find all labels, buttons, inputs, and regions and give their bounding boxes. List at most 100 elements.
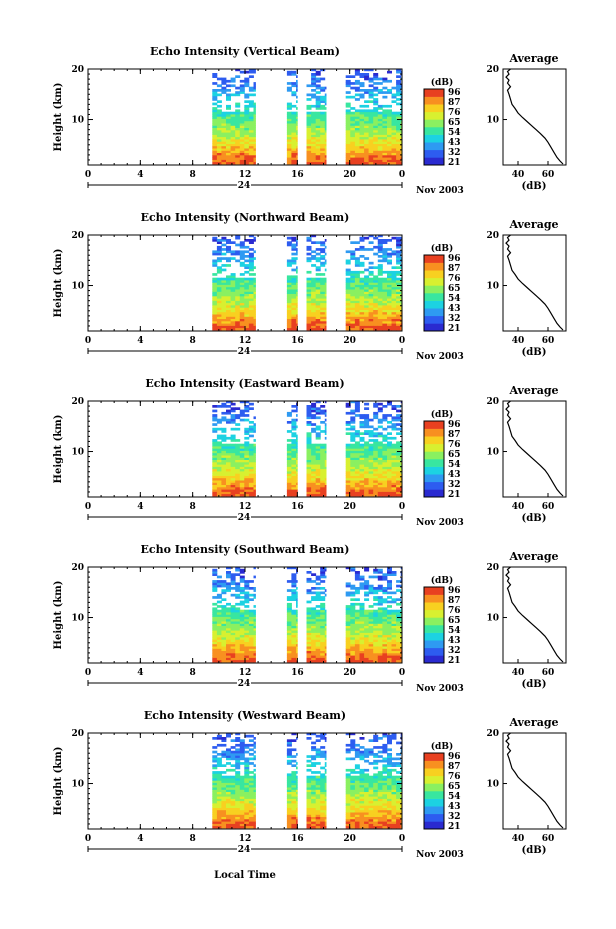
heatmap-cell: [306, 148, 312, 151]
colorbar-tick-label: 87: [448, 98, 461, 108]
heatmap-cell: [382, 114, 388, 117]
heatmap-cell: [350, 612, 356, 615]
heatmap-cell: [221, 789, 227, 792]
heatmap-cell: [291, 807, 297, 811]
heatmap-cell: [244, 120, 250, 124]
heatmap-cell: [391, 621, 397, 624]
heatmap-cell: [387, 318, 392, 322]
heatmap-cell: [235, 475, 241, 479]
heatmap-cell: [239, 273, 245, 276]
heatmap-cell: [320, 316, 326, 319]
heatmap-cell: [296, 793, 298, 797]
heatmap-cell: [226, 316, 231, 319]
heatmap-cell: [286, 618, 292, 622]
heatmap-cell: [244, 816, 250, 820]
heatmap-cell: [226, 493, 231, 497]
heatmap-cell: [311, 616, 317, 620]
heatmap-cell: [368, 93, 374, 97]
heatmap-cell: [239, 141, 245, 144]
heatmap-cell: [315, 286, 321, 290]
heatmap-cell: [320, 587, 326, 590]
heatmap-cell: [296, 464, 298, 467]
heatmap-cell: [230, 652, 236, 656]
heatmap-cell: [364, 104, 370, 108]
heatmap-cell: [377, 116, 383, 119]
heatmap-cell: [296, 148, 298, 151]
heatmap-cell: [230, 414, 236, 417]
heatmap-cell: [239, 746, 245, 749]
heatmap-cell: [291, 439, 297, 442]
heatmap-cell: [368, 327, 374, 331]
heatmap-cell: [345, 480, 351, 483]
heatmap-cell: [320, 480, 326, 483]
heatmap-cell: [354, 123, 360, 126]
heatmap-cell: [244, 270, 250, 274]
heatmap-cell: [359, 657, 365, 661]
heatmap-cell: [291, 814, 297, 817]
heatmap-cell: [364, 477, 370, 481]
heatmap-cell: [373, 86, 379, 90]
heatmap-cell: [315, 161, 321, 165]
heatmap-cell: [253, 302, 256, 306]
heatmap-cell: [296, 293, 298, 297]
heatmap-cell: [350, 427, 356, 431]
heatmap-cell: [226, 152, 231, 156]
x-tick-label: 0: [85, 668, 91, 678]
heatmap-cell: [364, 646, 370, 649]
heatmap-cell: [315, 623, 321, 626]
heatmap-cell: [382, 136, 388, 140]
panel-title: Echo Intensity (Northward Beam): [141, 211, 350, 224]
heatmap-cell: [364, 650, 370, 654]
heatmap-cell: [286, 448, 292, 451]
heatmap-cell: [359, 157, 365, 160]
heatmap-cell: [221, 411, 227, 415]
heatmap-cell: [396, 655, 402, 658]
heatmap-cell: [396, 648, 402, 651]
heatmap-cell: [296, 120, 298, 124]
heatmap-cell: [391, 482, 397, 485]
heatmap-cell: [286, 782, 292, 786]
heatmap-cell: [320, 493, 326, 497]
heatmap-cell: [286, 291, 292, 294]
heatmap-cell: [387, 432, 392, 435]
heatmap-cell: [235, 457, 241, 460]
heatmap-cell: [296, 473, 298, 476]
heatmap-cell: [253, 575, 256, 579]
heatmap-cell: [306, 759, 312, 763]
date-marker-bg: [237, 181, 251, 189]
heatmap-cell: [296, 807, 298, 811]
heatmap-cell: [212, 264, 218, 267]
heatmap-cell: [212, 480, 218, 483]
avg-title: Average: [508, 384, 558, 397]
heatmap-cell: [324, 623, 327, 626]
heatmap-cell: [315, 159, 321, 163]
heatmap-cell: [212, 250, 218, 254]
heatmap-cell: [368, 318, 374, 322]
heatmap-cell: [373, 443, 379, 447]
heatmap-cell: [382, 639, 388, 642]
heatmap-cell: [212, 325, 218, 329]
heatmap-cell: [286, 486, 292, 490]
heatmap-cell: [291, 596, 297, 599]
heatmap-cell: [324, 609, 327, 613]
heatmap-cell: [387, 273, 392, 276]
heatmap-cell: [350, 252, 356, 256]
heatmap-cell: [291, 114, 297, 117]
heatmap-cell: [373, 482, 379, 485]
heatmap-cell: [311, 307, 317, 310]
heatmap-cell: [239, 129, 245, 133]
heatmap-cell: [345, 109, 351, 113]
heatmap-cell: [306, 589, 312, 592]
heatmap-cell: [364, 236, 370, 240]
heatmap-cell: [291, 748, 297, 752]
avg-x-tick-label: 60: [542, 170, 555, 180]
heatmap-cell: [373, 295, 379, 299]
heatmap-cell: [359, 482, 365, 485]
heatmap-cell: [221, 148, 227, 151]
heatmap-cell: [221, 793, 227, 797]
heatmap-cell: [324, 423, 327, 426]
heatmap-cell: [364, 616, 370, 620]
heatmap-cell: [248, 114, 254, 117]
heatmap-cell: [324, 655, 327, 658]
heatmap-cell: [230, 639, 236, 642]
